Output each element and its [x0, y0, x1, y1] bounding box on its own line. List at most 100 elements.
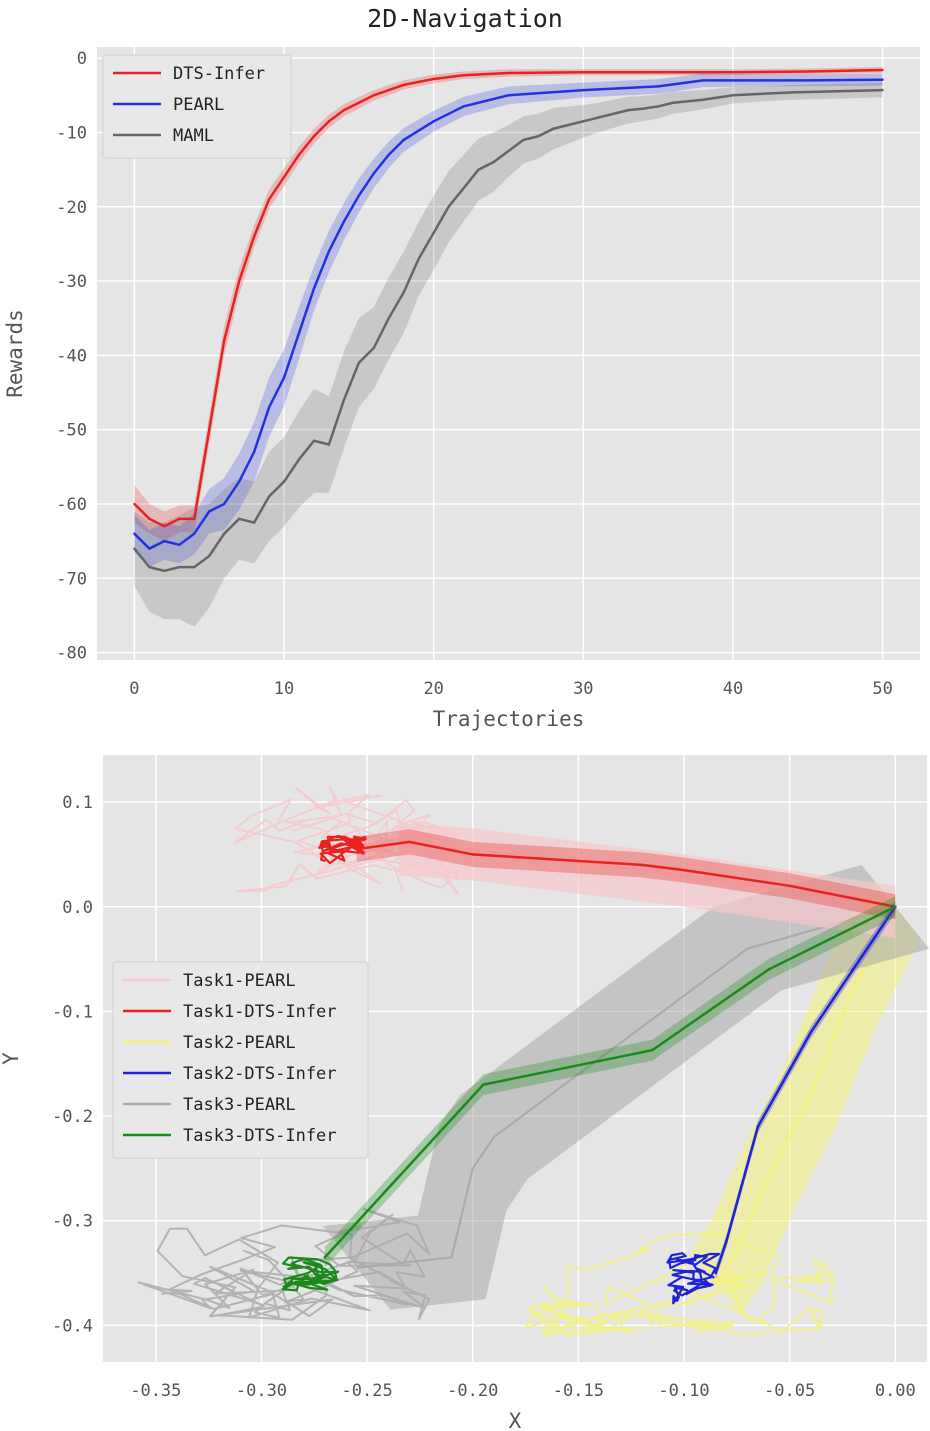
legend-box [112, 961, 369, 1159]
data-point-task2-dts-infer [851, 968, 855, 971]
data-point-dts-infer [402, 83, 405, 87]
legend-label-task2-dts-infer: Task2-DTS-Infer [183, 1064, 337, 1084]
data-point-task2-dts-infer [809, 1031, 813, 1034]
data-point-pearl [806, 79, 809, 82]
data-point-pearl [761, 79, 765, 82]
data-point-task1-dts-infer [408, 840, 411, 844]
data-point-maml [252, 521, 256, 524]
data-point-task2-dts-infer [714, 1271, 718, 1275]
data-point-maml [193, 565, 196, 569]
data-point-maml [821, 90, 824, 93]
x-tick-label: -0.20 [447, 1381, 498, 1401]
data-point-pearl [372, 172, 376, 175]
band-task2-pearl [690, 875, 921, 1315]
cluster-task3-pearl [137, 1208, 431, 1321]
data-point-pearl [357, 194, 361, 197]
x-tick-label: -0.30 [236, 1381, 287, 1401]
data-point-maml [761, 92, 765, 96]
data-point-pearl [237, 480, 241, 483]
data-point-pearl [282, 376, 286, 379]
data-point-maml [582, 120, 585, 123]
x-axis-label: X [509, 1409, 522, 1431]
band-task3-dts-infer [324, 896, 896, 1268]
data-point-pearl [701, 79, 705, 82]
band-pearl [134, 73, 883, 568]
data-point-maml [627, 108, 630, 112]
data-point-dts-infer [312, 134, 316, 138]
y-tick-label: -30 [56, 272, 87, 292]
legend-label-task3-pearl: Task3-PEARL [183, 1095, 296, 1115]
data-point-dts-infer [881, 68, 884, 72]
data-point-pearl [267, 406, 271, 409]
chart-title: 2D-Navigation [367, 4, 563, 33]
data-point-maml [297, 458, 301, 461]
y-tick-label: -80 [56, 644, 87, 664]
data-point-maml [716, 96, 720, 99]
band-task1-pearl [398, 823, 896, 939]
y-tick-label: 0.0 [62, 898, 93, 918]
data-point-maml [312, 439, 316, 443]
data-point-dts-infer [731, 71, 735, 74]
x-tick-label: -0.10 [658, 1381, 709, 1401]
data-point-pearl [582, 88, 585, 92]
x-tick-label: 0 [129, 679, 139, 699]
data-point-dts-infer [148, 517, 151, 521]
band-task2-dts-infer [715, 900, 896, 1280]
data-point-maml [387, 317, 390, 320]
legend-label-maml: MAML [173, 126, 214, 146]
legend-label-task3-dts-infer: Task3-DTS-Infer [183, 1126, 337, 1146]
data-point-pearl [387, 153, 390, 156]
rewards-chart: 0 10 20 30 40 50 0 -10 -20 -30 -40 -50 -60 -70 -80 Traj… [3, 47, 920, 731]
x-tick-label: 40 [723, 679, 743, 699]
data-point-maml [342, 398, 346, 402]
data-point-dts-infer [432, 77, 435, 81]
legend-label-dts-infer: DTS-Infer [173, 64, 265, 84]
data-point-maml [237, 517, 241, 521]
y-tick-label: -10 [56, 123, 87, 143]
data-point-maml [671, 101, 675, 104]
series-line-task2-pearl [714, 906, 897, 1285]
data-point-maml [641, 107, 645, 110]
data-point-dts-infer [507, 71, 510, 75]
data-point-maml [357, 361, 361, 364]
data-point-dts-infer [267, 198, 271, 201]
data-point-pearl [178, 543, 181, 547]
data-point-maml [552, 127, 555, 130]
y-tick-label: -40 [56, 346, 87, 366]
x-tick-label: 0.00 [875, 1381, 916, 1401]
data-point-maml [417, 257, 420, 260]
x-tick-label: 10 [274, 679, 294, 699]
data-point-maml [447, 205, 450, 208]
x-tick-label: -0.35 [130, 1381, 181, 1401]
data-point-dts-infer [372, 94, 376, 97]
data-point-maml [222, 532, 226, 535]
series-line-task2-dts-infer [714, 906, 897, 1274]
data-point-dts-infer [656, 71, 660, 74]
data-point-maml [507, 149, 510, 153]
band-task3-pearl [322, 864, 930, 1310]
data-point-pearl [432, 120, 435, 123]
data-point-maml [731, 94, 735, 97]
data-point-pearl [208, 510, 211, 513]
data-point-task2-dts-infer [756, 1125, 760, 1128]
data-point-dts-infer [297, 153, 301, 156]
data-point-maml [148, 565, 151, 569]
data-point-pearl [656, 85, 660, 88]
data-point-dts-infer [342, 108, 346, 112]
legend-label-task1-pearl: Task1-PEARL [183, 971, 296, 991]
data-point-dts-infer [133, 502, 136, 506]
data-point-task1-dts-infer [788, 884, 791, 888]
data-point-maml [163, 569, 166, 573]
series-line-task3-dts-infer [323, 905, 896, 1259]
data-point-dts-infer [282, 175, 286, 179]
data-point-maml [477, 168, 480, 171]
data-point-task2-dts-infer [724, 1240, 728, 1243]
data-point-maml [133, 547, 136, 550]
band-maml [134, 82, 883, 627]
data-point-task1-dts-infer [640, 863, 644, 867]
data-point-dts-infer [252, 235, 256, 238]
data-point-maml [522, 138, 525, 142]
cluster-task2-pearl [524, 1232, 837, 1337]
band-task1-dts-infer [356, 829, 896, 920]
data-point-pearl [342, 220, 346, 223]
